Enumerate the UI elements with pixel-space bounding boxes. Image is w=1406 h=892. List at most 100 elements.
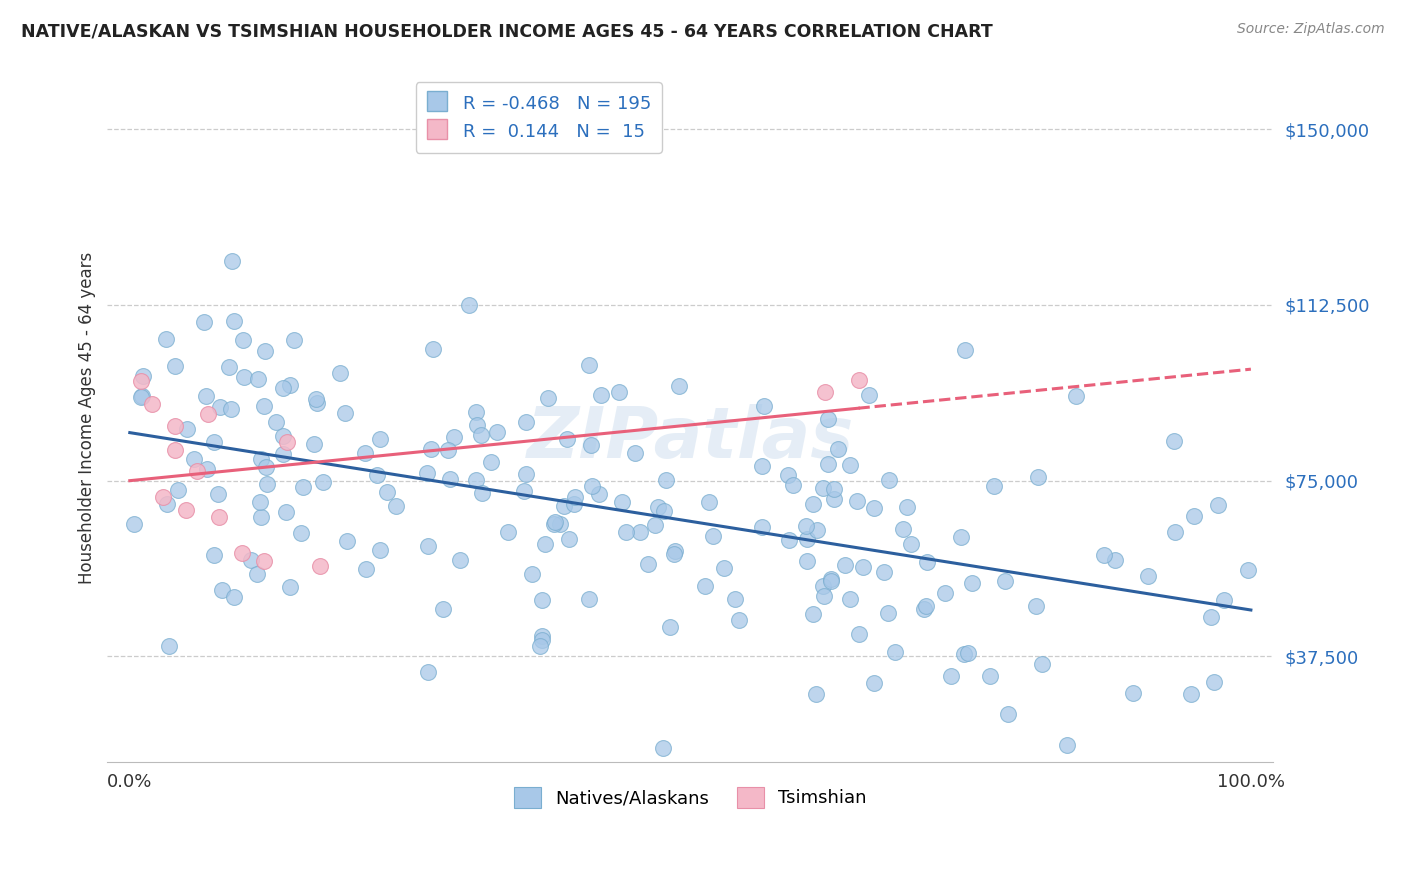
Point [335, 406, 357, 420]
Point [983, 479, 1005, 493]
Point [662, 547, 685, 561]
Point [794, 519, 817, 533]
Point [877, 473, 900, 487]
Point [156, 497, 179, 511]
Point [979, 669, 1001, 683]
Point [276, 435, 298, 450]
Point [253, 344, 276, 359]
Point [953, 648, 976, 662]
Point [957, 646, 980, 660]
Point [950, 530, 973, 544]
Point [1182, 508, 1205, 523]
Point [804, 686, 827, 700]
Point [202, 435, 225, 450]
Point [623, 445, 645, 459]
Point [637, 558, 659, 572]
Point [834, 558, 856, 573]
Point [839, 458, 862, 473]
Point [644, 517, 666, 532]
Point [465, 405, 488, 419]
Point [1213, 592, 1236, 607]
Point [713, 561, 735, 575]
Point [1031, 657, 1053, 671]
Point [1236, 563, 1258, 577]
Point [548, 517, 571, 532]
Point [1180, 687, 1202, 701]
Point [801, 607, 824, 621]
Point [193, 315, 215, 329]
Point [515, 415, 537, 429]
Point [496, 525, 519, 540]
Point [628, 524, 651, 539]
Point [727, 613, 749, 627]
Point [782, 478, 804, 492]
Point [848, 373, 870, 387]
Point [863, 676, 886, 690]
Point [252, 399, 274, 413]
Point [820, 574, 842, 588]
Point [588, 487, 610, 501]
Point [354, 562, 377, 576]
Point [439, 472, 461, 486]
Point [233, 370, 256, 384]
Point [129, 391, 152, 405]
Point [186, 465, 208, 479]
Point [697, 495, 720, 509]
Point [817, 412, 839, 426]
Point [654, 474, 676, 488]
Point [873, 565, 896, 579]
Point [823, 491, 845, 506]
Point [370, 543, 392, 558]
Point [211, 582, 233, 597]
Point [221, 254, 243, 268]
Point [884, 645, 907, 659]
Point [823, 482, 845, 496]
Point [416, 665, 439, 679]
Point [432, 601, 454, 615]
Point [647, 500, 669, 514]
Point [953, 343, 976, 357]
Point [1092, 549, 1115, 563]
Point [845, 493, 868, 508]
Point [558, 532, 581, 546]
Point [479, 455, 502, 469]
Point [167, 483, 190, 498]
Legend: Natives/Alaskans, Tsimshian: Natives/Alaskans, Tsimshian [506, 780, 873, 814]
Point [751, 458, 773, 473]
Point [553, 500, 575, 514]
Point [997, 707, 1019, 722]
Point [612, 495, 634, 509]
Point [668, 379, 690, 393]
Point [250, 452, 273, 467]
Point [271, 447, 294, 461]
Point [664, 543, 686, 558]
Point [776, 468, 799, 483]
Point [416, 539, 439, 553]
Point [893, 522, 915, 536]
Point [240, 553, 263, 567]
Point [652, 740, 675, 755]
Point [912, 602, 935, 616]
Point [578, 358, 600, 372]
Point [353, 445, 375, 459]
Point [465, 473, 488, 487]
Point [1164, 524, 1187, 539]
Point [533, 537, 555, 551]
Point [848, 627, 870, 641]
Point [1137, 568, 1160, 582]
Point [537, 391, 560, 405]
Point [271, 381, 294, 395]
Point [209, 401, 232, 415]
Point [934, 586, 956, 600]
Point [652, 504, 675, 518]
Point [202, 549, 225, 563]
Point [994, 574, 1017, 588]
Point [852, 559, 875, 574]
Point [309, 559, 332, 574]
Point [1163, 434, 1185, 449]
Point [336, 533, 359, 548]
Point [960, 575, 983, 590]
Point [877, 606, 900, 620]
Point [578, 591, 600, 606]
Point [157, 639, 180, 653]
